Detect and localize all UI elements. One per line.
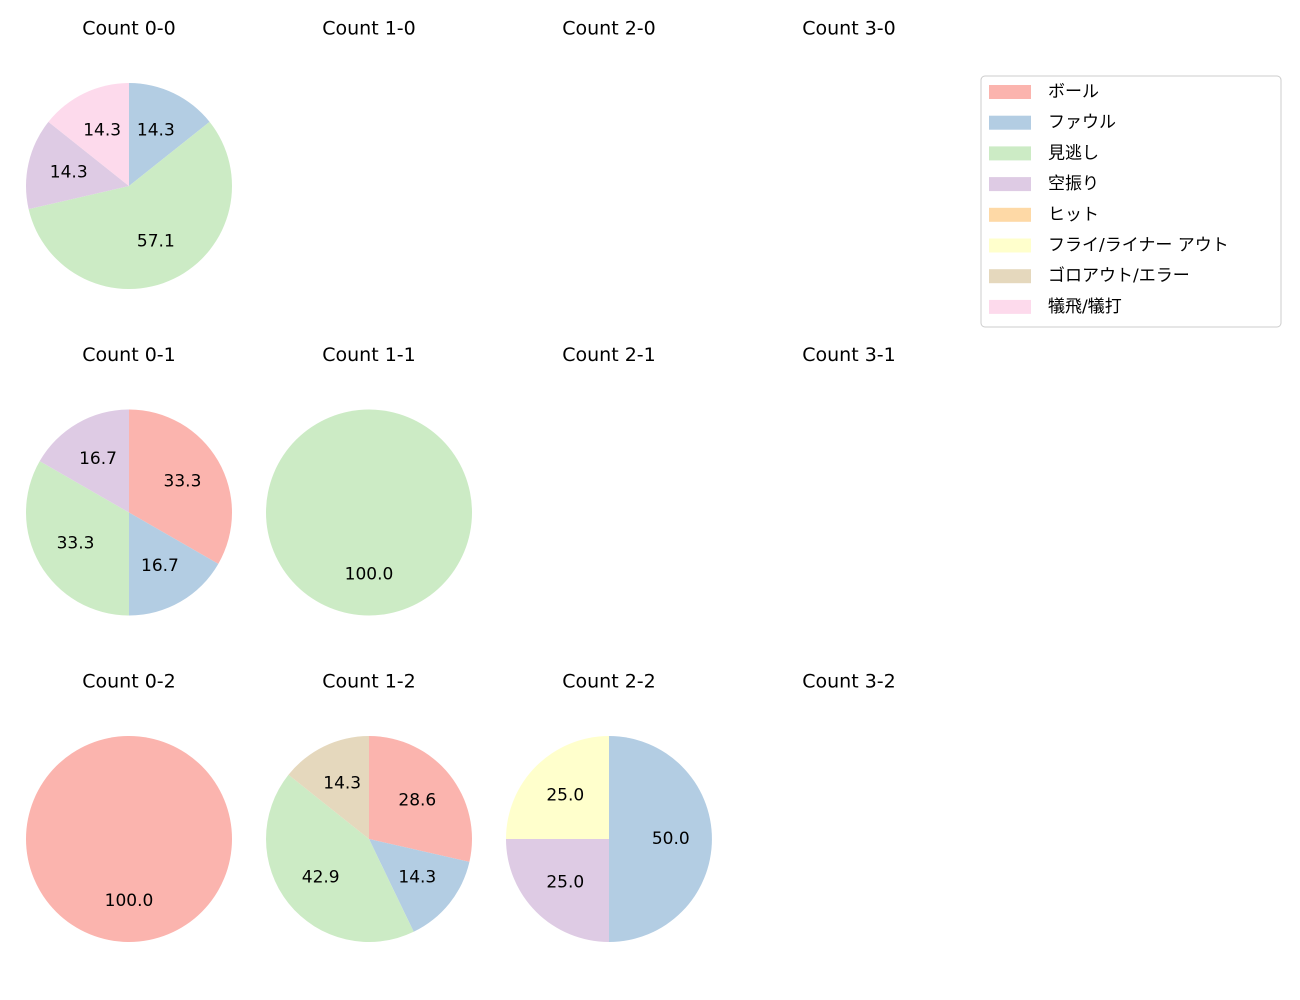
pie-slice [129, 512, 219, 616]
value-label: 100.0 [105, 891, 154, 911]
value-label: 14.3 [398, 868, 436, 888]
legend-label: フライ/ライナー アウト [1048, 236, 1229, 256]
pie-slice [609, 736, 712, 942]
chart-title: Count 3-2 [802, 671, 896, 693]
legend-label: ヒット [1048, 205, 1099, 225]
value-label: 16.7 [79, 449, 117, 469]
value-label: 50.0 [652, 829, 690, 849]
chart-title: Count 3-1 [802, 344, 896, 366]
value-label: 16.7 [141, 556, 179, 576]
value-label: 25.0 [546, 873, 584, 893]
pie-slice [28, 121, 232, 289]
legend-label: ボール [1048, 82, 1099, 102]
pie-slice [129, 83, 210, 186]
legend-label: ファウル [1048, 113, 1116, 133]
pie-slice [288, 736, 369, 839]
pie-slice [265, 774, 414, 942]
chart-title: Count 0-1 [82, 344, 176, 366]
pie-slice [506, 736, 609, 839]
legend-swatch [989, 177, 1031, 192]
value-label: 14.3 [50, 162, 88, 182]
legend-swatch [989, 115, 1031, 130]
legend-label: ゴロアウト/エラー [1048, 265, 1190, 286]
legend-swatch [989, 238, 1031, 253]
legend-box [980, 75, 1282, 328]
chart-title: Count 3-0 [802, 18, 896, 40]
pie-slice [26, 461, 129, 616]
value-label: 33.3 [164, 472, 202, 492]
pie-slice [26, 736, 232, 942]
chart-title: Count 2-2 [562, 671, 656, 693]
legend-swatch [989, 269, 1031, 284]
legend-swatch [989, 85, 1031, 99]
pie-slice [369, 736, 472, 862]
pie-slice [266, 409, 472, 616]
legend-label: 空振り [1048, 174, 1099, 194]
value-label: 100.0 [345, 564, 394, 584]
chart-title: Count 1-2 [322, 671, 416, 693]
value-label: 42.9 [302, 868, 340, 888]
chart-title: Count 2-1 [562, 344, 656, 366]
pie-slice [129, 409, 233, 564]
chart-title: Count 0-2 [82, 671, 176, 693]
legend-label: 犠飛/犠打 [1048, 297, 1122, 317]
value-label: 25.0 [546, 785, 584, 805]
value-label: 57.1 [137, 232, 175, 252]
chart-title: Count 1-0 [322, 18, 416, 40]
legend-swatch [989, 299, 1031, 314]
pie-slice [25, 121, 130, 210]
pie-slice [39, 409, 129, 513]
legend-swatch [989, 207, 1031, 222]
value-label: 14.3 [83, 120, 121, 140]
value-label: 33.3 [57, 533, 95, 553]
value-label: 28.6 [398, 790, 436, 810]
pie-slice [48, 83, 130, 186]
pie-slice [369, 839, 470, 932]
chart-title: Count 0-0 [82, 18, 176, 40]
value-label: 14.3 [323, 773, 361, 793]
legend-swatch [989, 146, 1031, 161]
chart-title: Count 2-0 [562, 18, 656, 40]
pie-slice [506, 839, 609, 942]
value-label: 14.3 [137, 120, 175, 140]
chart-title: Count 1-1 [322, 344, 416, 366]
legend-label: 見逃し [1048, 143, 1099, 163]
